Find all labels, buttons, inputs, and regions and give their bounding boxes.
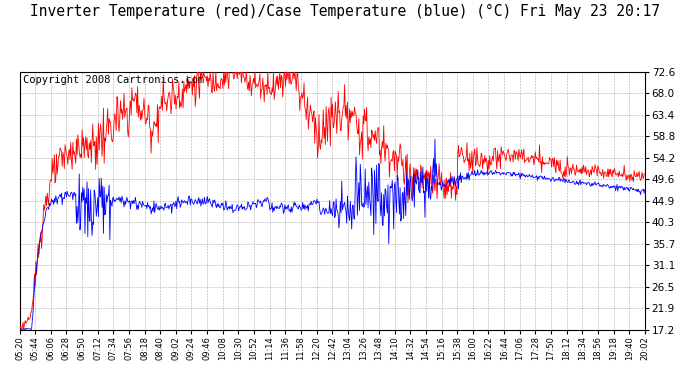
Text: Copyright 2008 Cartronics.com: Copyright 2008 Cartronics.com bbox=[23, 75, 204, 86]
Text: Inverter Temperature (red)/Case Temperature (blue) (°C) Fri May 23 20:17: Inverter Temperature (red)/Case Temperat… bbox=[30, 4, 660, 19]
